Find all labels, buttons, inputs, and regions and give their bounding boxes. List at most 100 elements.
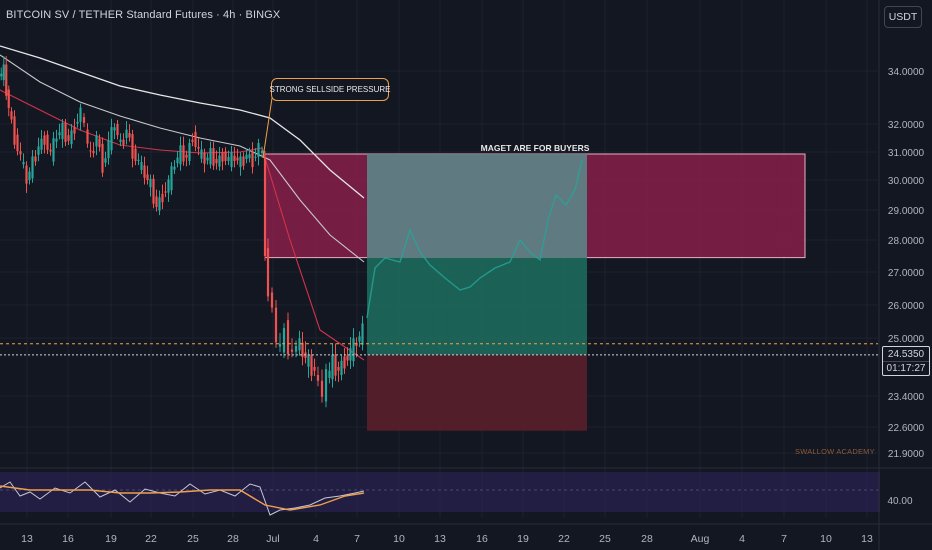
time-axis-label: 19 <box>517 533 529 545</box>
rsi-band <box>0 472 880 512</box>
candle-body <box>227 157 230 161</box>
candle-body <box>76 121 79 124</box>
current-price-tag: 24.5350 01:17:27 <box>882 346 930 376</box>
candle-body <box>2 64 5 81</box>
candle-body <box>149 178 152 188</box>
projected-path <box>366 159 583 319</box>
candle-body <box>22 162 25 165</box>
trade-zones <box>264 153 806 431</box>
candle-body <box>343 356 346 369</box>
callout-sellside-pressure: STRONG SELLSIDE PRESSURE <box>270 78 390 101</box>
candle-body <box>16 134 19 152</box>
candle-body <box>19 151 22 155</box>
candle-body <box>95 135 98 147</box>
ma-mid <box>0 54 365 263</box>
moving-averages <box>0 45 365 361</box>
candle-body <box>131 134 134 159</box>
candlesticks <box>0 56 583 408</box>
candle-body <box>294 345 298 352</box>
candle-body <box>52 138 55 162</box>
time-axis-label: 28 <box>641 533 653 545</box>
candle-body <box>31 156 34 179</box>
candle-body <box>10 111 13 120</box>
price-lines <box>0 97 878 356</box>
time-axis-label: 19 <box>105 533 117 545</box>
candle-body <box>324 369 328 402</box>
time-axis-label: 7 <box>781 533 787 545</box>
time-axis-label: 7 <box>354 533 360 545</box>
overlap-area <box>367 154 587 258</box>
candle-body <box>70 130 73 145</box>
price-axis-label: 29.0000 <box>888 206 925 217</box>
currency-button[interactable]: USDT <box>884 6 922 28</box>
price-axis-label: 30.0000 <box>888 176 925 187</box>
candle-body <box>248 154 251 159</box>
candle-body <box>7 89 10 109</box>
zone-label: MAGET ARE FOR BUYERS <box>480 143 590 153</box>
candle-body <box>334 354 337 376</box>
price-axis-label: 26.0000 <box>888 301 925 312</box>
candle-body <box>58 132 61 136</box>
candle-body <box>89 150 92 152</box>
candle-body <box>355 342 358 346</box>
price-axis-label: 23.4000 <box>888 392 925 403</box>
candle-body <box>104 158 107 163</box>
candle-body <box>61 122 64 140</box>
time-axis-label: 28 <box>227 533 239 545</box>
time-axis-label: 4 <box>313 533 319 545</box>
candle-body <box>173 166 176 170</box>
candle-body <box>251 150 254 168</box>
time-axis-label: 13 <box>434 533 446 545</box>
candle-body <box>55 138 58 142</box>
candle-body <box>188 143 191 161</box>
candle-body <box>46 134 49 150</box>
candle-body <box>254 156 257 158</box>
candle-body <box>155 196 158 207</box>
candle-body <box>179 145 182 165</box>
candle-body <box>25 165 28 184</box>
candle-body <box>101 143 104 173</box>
candle-body <box>206 157 209 161</box>
time-axis-label: 25 <box>599 533 611 545</box>
candle-body <box>119 139 122 142</box>
candle-body <box>197 146 200 149</box>
time-axis-label: Jul <box>266 533 279 545</box>
current-price-value: 24.5350 <box>887 349 925 360</box>
candle-body <box>43 135 46 145</box>
candle-body <box>67 135 70 141</box>
candle-body <box>278 343 282 347</box>
chart-title: BITCOIN SV / TETHER Standard Futures · 4… <box>6 9 281 21</box>
candle-body <box>230 152 233 168</box>
rsi-panel <box>0 467 932 516</box>
candle-body <box>221 152 224 162</box>
price-axis-label: 28.0000 <box>888 236 925 247</box>
candle-body <box>176 157 179 164</box>
candle-body <box>352 338 355 362</box>
candle-body <box>286 320 290 354</box>
candle-body <box>158 197 161 211</box>
rsi-axis-label: 40.00 <box>887 496 912 507</box>
rsi-line <box>0 481 365 516</box>
candle-body <box>245 154 248 159</box>
callout-pointer <box>262 97 273 159</box>
candle-body <box>224 151 227 161</box>
time-axis-label: 25 <box>187 533 199 545</box>
candle-body <box>191 139 194 142</box>
candle-body <box>290 349 294 352</box>
candle-body <box>328 370 331 378</box>
candle-body <box>137 159 140 161</box>
candle-body <box>298 338 301 351</box>
candle-body <box>242 156 245 166</box>
candle-body <box>125 129 128 138</box>
time-axis-label: 13 <box>861 533 873 545</box>
candle-body <box>266 248 270 297</box>
candle-body <box>212 148 215 166</box>
price-axis-label: 27.0000 <box>888 268 925 279</box>
candle-body <box>194 131 197 147</box>
candle-body <box>122 139 125 145</box>
candle-body <box>152 178 155 204</box>
candle-body <box>79 107 82 122</box>
candle-body <box>92 150 95 154</box>
